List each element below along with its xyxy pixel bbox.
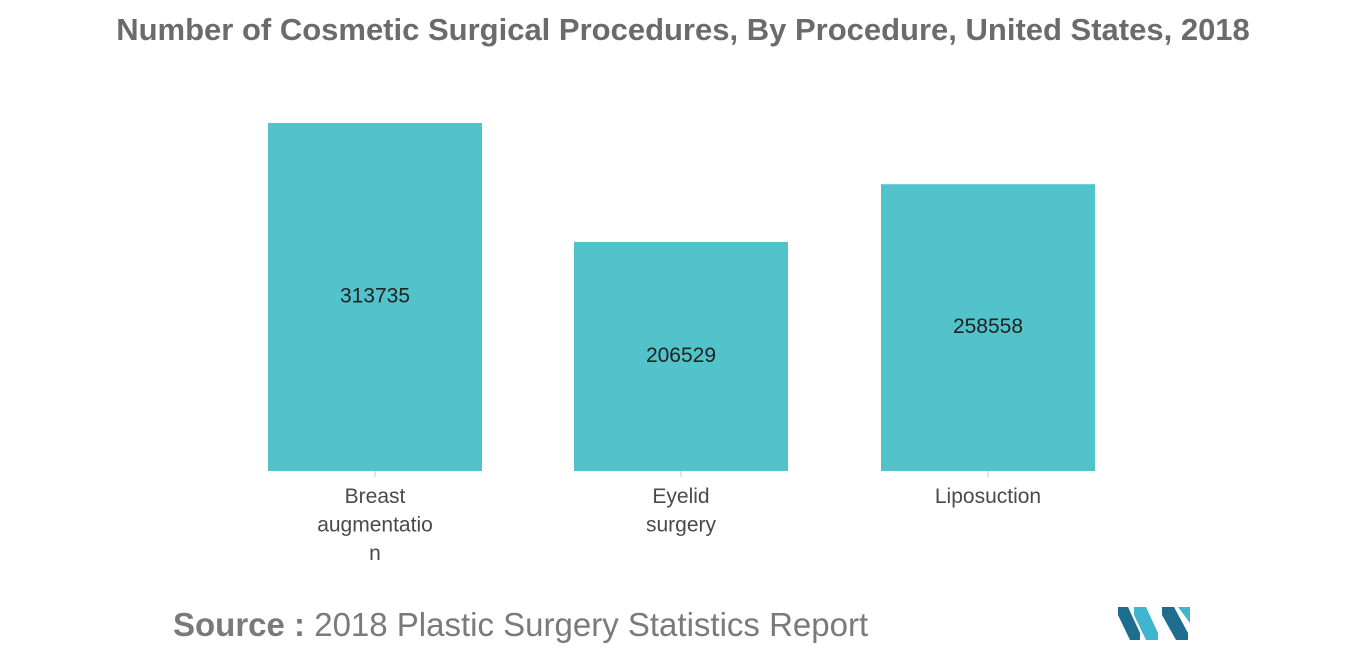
bar-chart: 313735 Breast augmentatio n 206529 Eyelid surg… [268, 123, 1095, 565]
x-tick-label-2: Eyelid surgery [646, 485, 717, 537]
logo-shape-right [1162, 607, 1188, 640]
bar-value-label-3: 258558 [953, 315, 1023, 338]
source-note: Source : 2018 Plastic Surgery Statistics… [173, 606, 868, 644]
source-text: 2018 Plastic Surgery Statistics Report [314, 606, 869, 643]
logo-shape-accent [1178, 607, 1190, 623]
bar-2 [574, 241, 788, 471]
bar-value-label-2: 206529 [646, 344, 716, 367]
x-tick-label-3: Liposuction [935, 485, 1041, 508]
source-label: Source : [173, 606, 306, 643]
bar-value-label-1: 313735 [340, 285, 410, 308]
logo-shape-mid [1134, 607, 1158, 640]
chart-title: Number of Cosmetic Surgical Procedures, … [116, 12, 1250, 47]
brand-logo [1118, 607, 1190, 640]
x-tick-label-1: Breast augmentatio n [317, 485, 433, 565]
logo-shape-left [1118, 607, 1140, 640]
bar-3 [881, 184, 1095, 471]
bar-1 [268, 123, 482, 471]
